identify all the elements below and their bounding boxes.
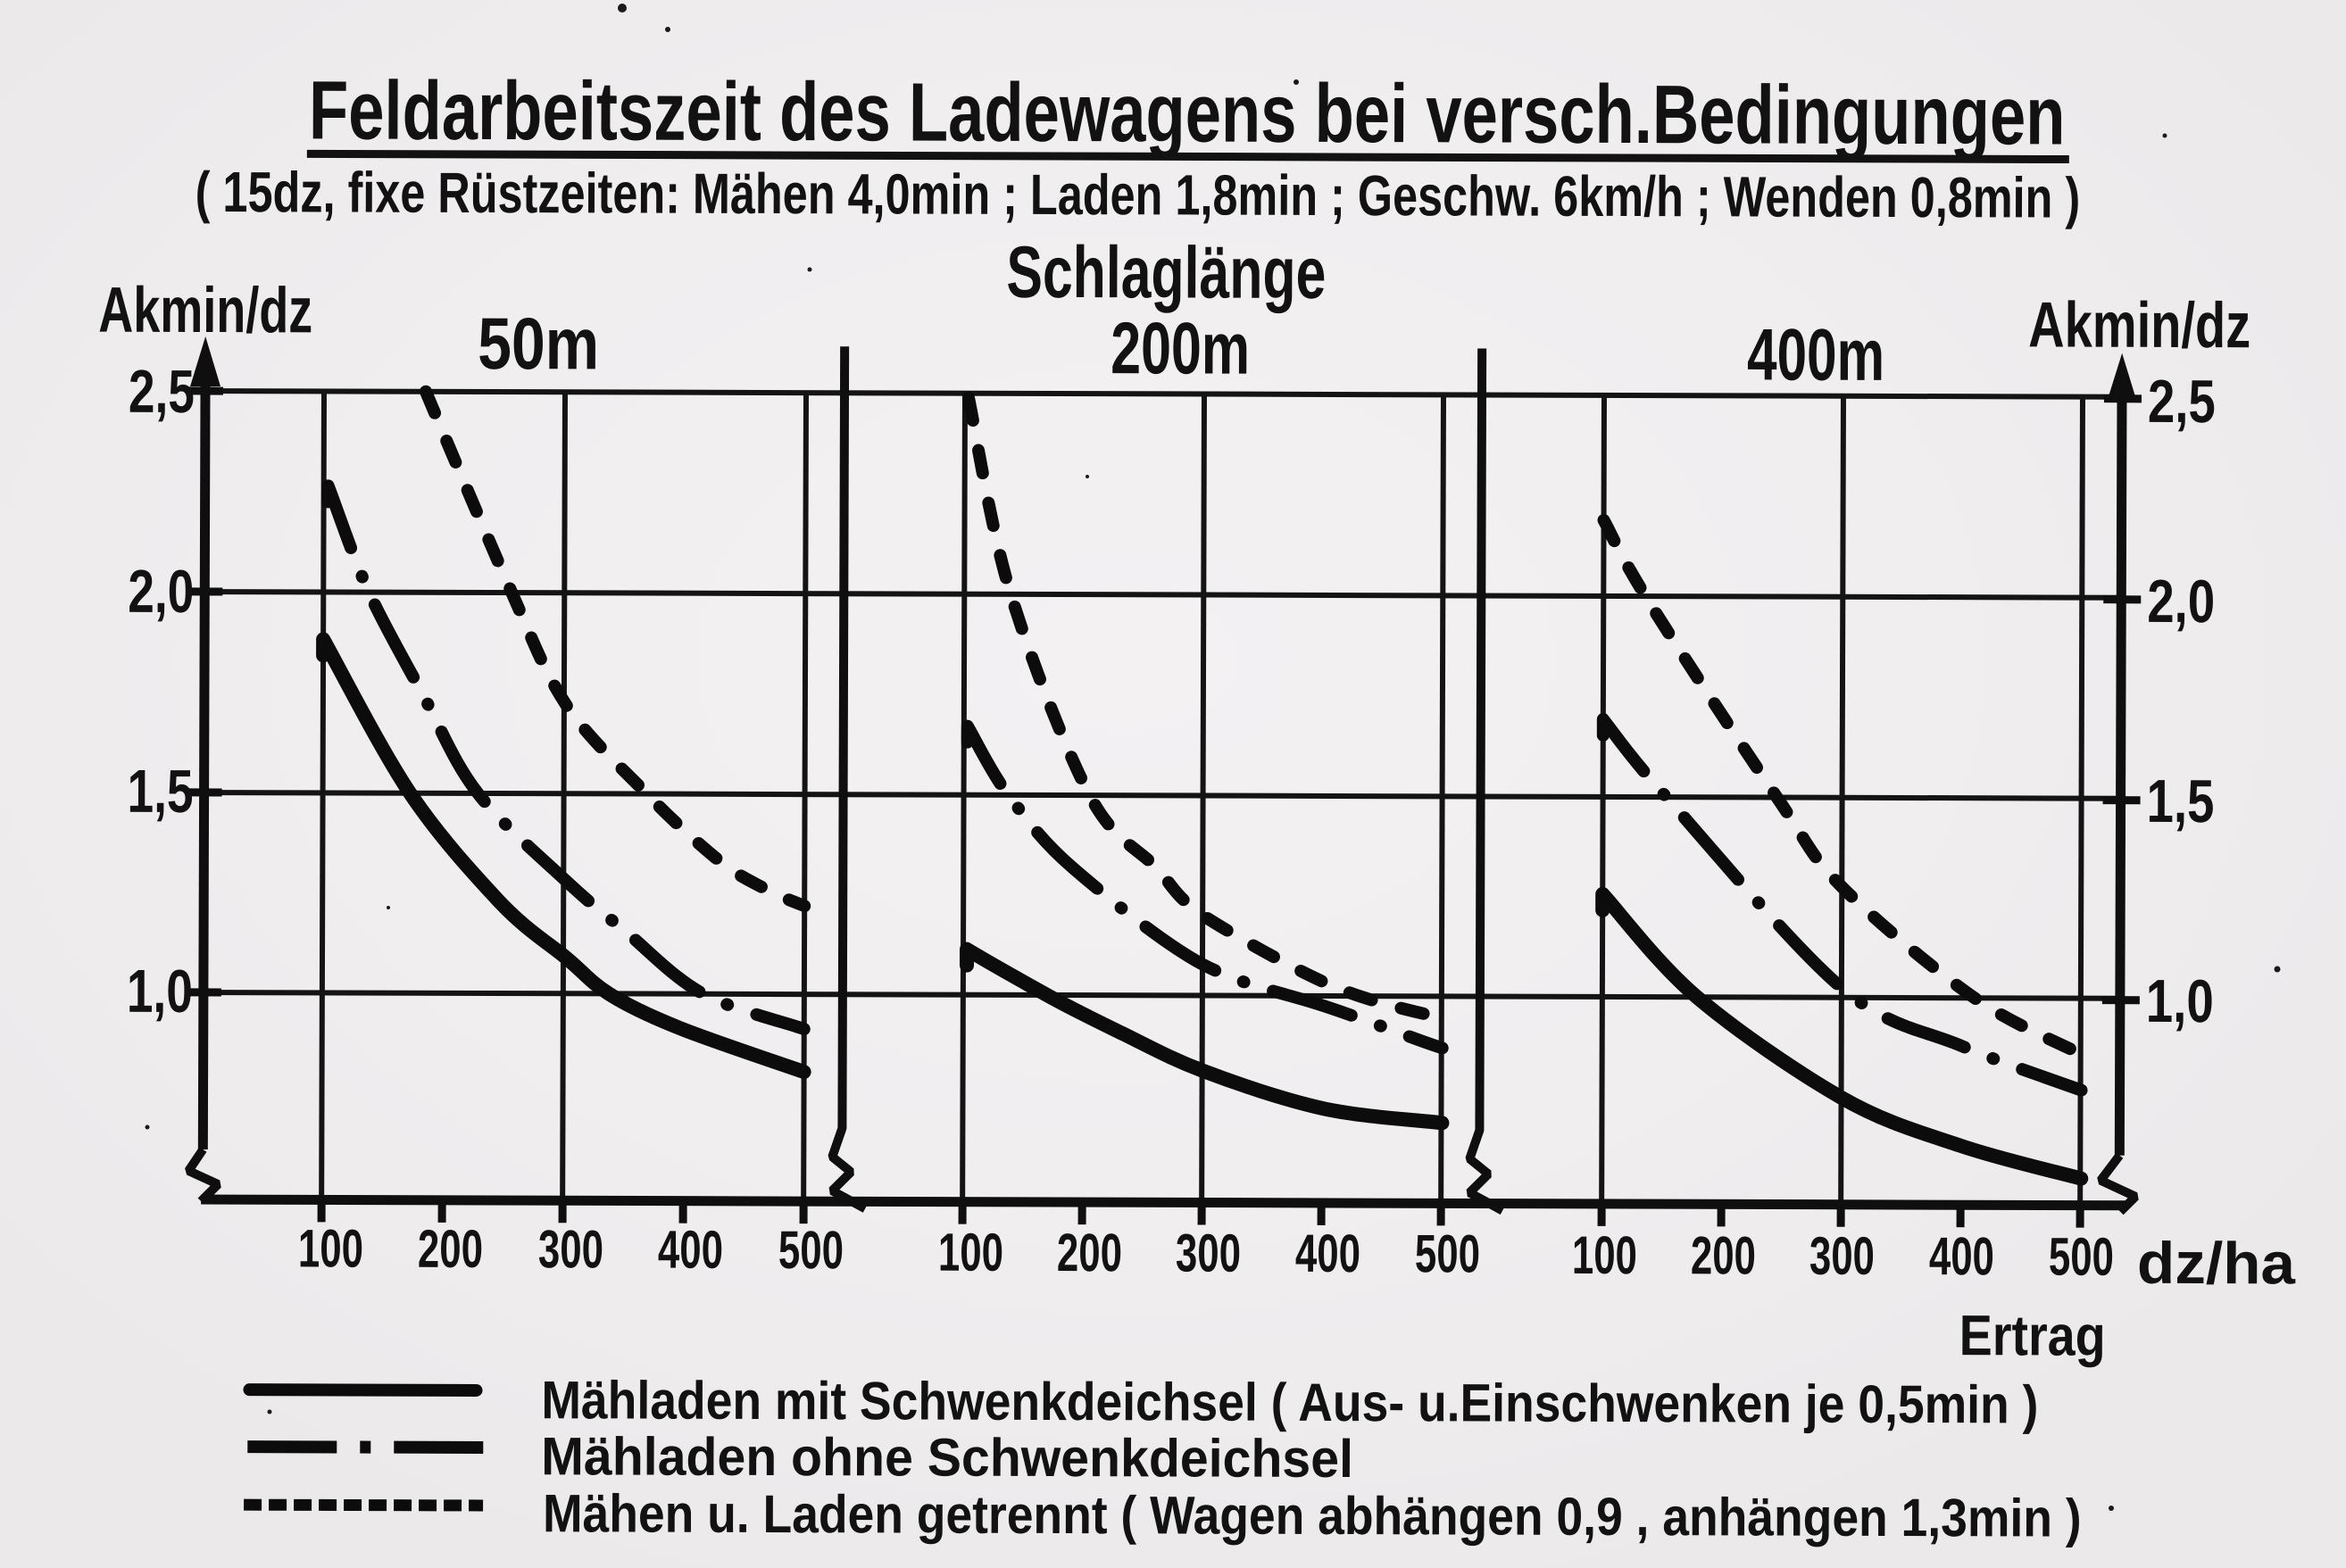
svg-text:Schlaglänge: Schlaglänge bbox=[1006, 232, 1326, 314]
svg-text:1,5: 1,5 bbox=[2146, 767, 2214, 835]
svg-text:500: 500 bbox=[2049, 1227, 2114, 1288]
svg-text:Ertrag: Ertrag bbox=[1959, 1304, 2106, 1368]
svg-text:Akmin/dz: Akmin/dz bbox=[98, 274, 312, 346]
svg-text:Mähen u. Laden getrennt ( Wage: Mähen u. Laden getrennt ( Wagen abhängen… bbox=[543, 1484, 2082, 1548]
svg-text:300: 300 bbox=[1809, 1226, 1875, 1287]
svg-text:Feldarbeitszeit des Ladewagens: Feldarbeitszeit des Ladewagens bei versc… bbox=[309, 64, 2066, 162]
svg-text:Mähladen mit Schwenkdeichsel (: Mähladen mit Schwenkdeichsel ( Aus- u.Ei… bbox=[541, 1371, 2038, 1435]
svg-text:400m: 400m bbox=[1747, 314, 1884, 396]
svg-text:1,5: 1,5 bbox=[127, 757, 193, 825]
svg-text:200: 200 bbox=[418, 1219, 483, 1280]
svg-text:dz/ha: dz/ha bbox=[2137, 1231, 2297, 1297]
svg-text:100: 100 bbox=[298, 1219, 363, 1280]
svg-text:1,0: 1,0 bbox=[127, 957, 193, 1025]
svg-text:50m: 50m bbox=[478, 303, 599, 385]
svg-text:Akmin/dz: Akmin/dz bbox=[2028, 289, 2250, 361]
svg-text:500: 500 bbox=[1415, 1224, 1480, 1285]
svg-text:2,5: 2,5 bbox=[2148, 368, 2216, 436]
svg-text:( 15dz, fixe Rüstzeiten: Mähen: ( 15dz, fixe Rüstzeiten: Mähen 4,0min ; … bbox=[196, 161, 2081, 230]
svg-text:2,0: 2,0 bbox=[128, 557, 194, 625]
svg-text:2,5: 2,5 bbox=[129, 357, 195, 425]
svg-text:400: 400 bbox=[658, 1220, 723, 1281]
svg-text:400: 400 bbox=[1295, 1224, 1360, 1284]
svg-text:1,0: 1,0 bbox=[2146, 967, 2214, 1035]
svg-text:200m: 200m bbox=[1111, 309, 1250, 390]
svg-text:200: 200 bbox=[1057, 1223, 1122, 1283]
svg-text:400: 400 bbox=[1929, 1226, 1994, 1287]
svg-text:2,0: 2,0 bbox=[2147, 568, 2215, 635]
svg-text:200: 200 bbox=[1691, 1226, 1756, 1287]
svg-text:300: 300 bbox=[1176, 1224, 1241, 1284]
svg-text:300: 300 bbox=[538, 1219, 603, 1280]
svg-text:100: 100 bbox=[938, 1223, 1003, 1283]
svg-text:Mähladen ohne Schwenkdeichsel: Mähladen ohne Schwenkdeichsel bbox=[541, 1427, 1353, 1489]
svg-text:500: 500 bbox=[778, 1220, 844, 1281]
svg-text:100: 100 bbox=[1572, 1225, 1637, 1286]
